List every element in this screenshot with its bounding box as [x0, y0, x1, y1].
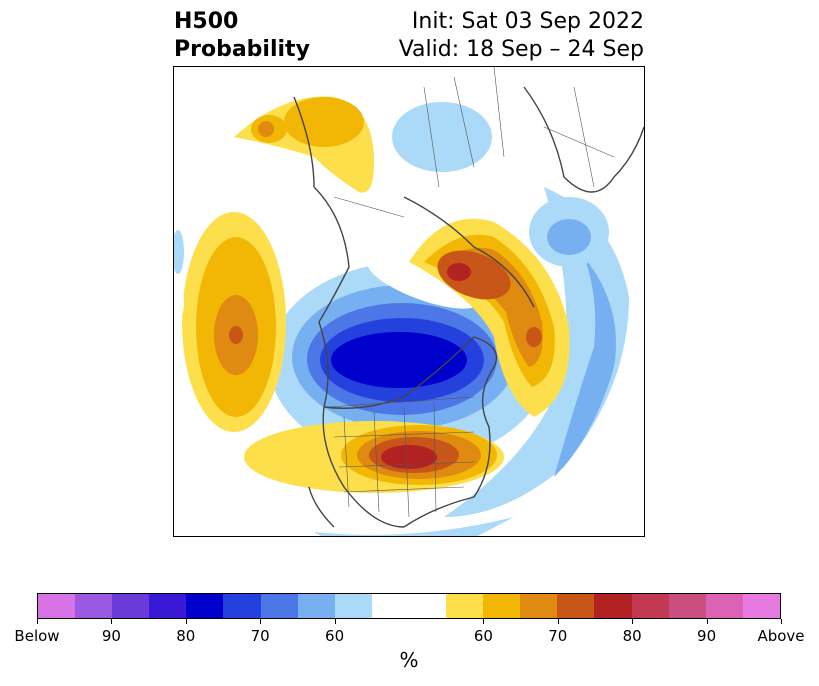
colorbar-segment	[631, 594, 669, 618]
colorbar-segment	[297, 594, 335, 618]
colorbar-segment	[38, 594, 76, 618]
colorbar-segment	[557, 594, 595, 618]
valid-range: Valid: 18 Sep – 24 Sep	[398, 37, 644, 62]
title-variable: H500	[174, 9, 239, 34]
colorbar-tick-mark	[37, 619, 38, 624]
colorbar-segment	[705, 594, 743, 618]
colorbar-tick-label: 60	[325, 627, 345, 645]
colorbar-segment	[520, 594, 558, 618]
colorbar-tick-label: 70	[250, 627, 270, 645]
colorbar-unit: %	[399, 648, 419, 672]
above-anomaly-northeast	[409, 218, 570, 417]
above-anomaly-siberia	[234, 96, 374, 193]
colorbar-segment	[742, 594, 780, 618]
colorbar-segment	[223, 594, 261, 618]
colorbar-tick-label: 80	[622, 627, 642, 645]
colorbar-segment	[260, 594, 298, 618]
colorbar-tick-mark	[558, 619, 559, 624]
title-left: H500 Probability	[174, 8, 310, 64]
colorbar-segment	[75, 594, 113, 618]
probability-map	[173, 66, 645, 537]
colorbar-tick-label: 90	[697, 627, 717, 645]
colorbar-segment	[446, 594, 484, 618]
colorbar-segment	[334, 594, 372, 618]
colorbar-tick-label: Below	[14, 627, 60, 645]
colorbar-tick-mark	[260, 619, 261, 624]
coastlines	[293, 86, 644, 528]
colorbar-segment	[594, 594, 632, 618]
map-canvas	[174, 67, 644, 536]
colorbar-tick-label: Above	[757, 627, 805, 645]
colorbar-tick-mark	[483, 619, 484, 624]
colorbar-segment	[408, 594, 447, 618]
above-anomaly-pacific	[182, 212, 286, 432]
title-field: Probability	[174, 37, 310, 62]
colorbar-tick-mark	[632, 619, 633, 624]
colorbar-segment	[149, 594, 187, 618]
colorbar	[37, 593, 781, 619]
colorbar-tick-mark	[111, 619, 112, 624]
colorbar-tick-mark	[707, 619, 708, 624]
colorbar-tick-label: 70	[548, 627, 568, 645]
colorbar-segment	[668, 594, 706, 618]
below-anomaly-arctic	[392, 102, 492, 172]
init-date: Init: Sat 03 Sep 2022	[411, 9, 644, 34]
colorbar-segment	[112, 594, 150, 618]
colorbar-tick-mark	[335, 619, 336, 624]
borders	[328, 67, 615, 518]
colorbar-segment	[371, 594, 409, 618]
above-anomaly-us	[244, 421, 504, 493]
colorbar-segment	[186, 594, 224, 618]
colorbar-tick-label: 80	[176, 627, 196, 645]
colorbar-tick-mark	[186, 619, 187, 624]
below-anomaly-east	[444, 187, 629, 517]
colorbar-tick-mark	[781, 619, 782, 624]
colorbar-segment	[483, 594, 521, 618]
colorbar-tick-label: 90	[101, 627, 121, 645]
colorbar-tick-label: 60	[473, 627, 493, 645]
title-right: Init: Sat 03 Sep 2022 Valid: 18 Sep – 24…	[399, 8, 644, 64]
